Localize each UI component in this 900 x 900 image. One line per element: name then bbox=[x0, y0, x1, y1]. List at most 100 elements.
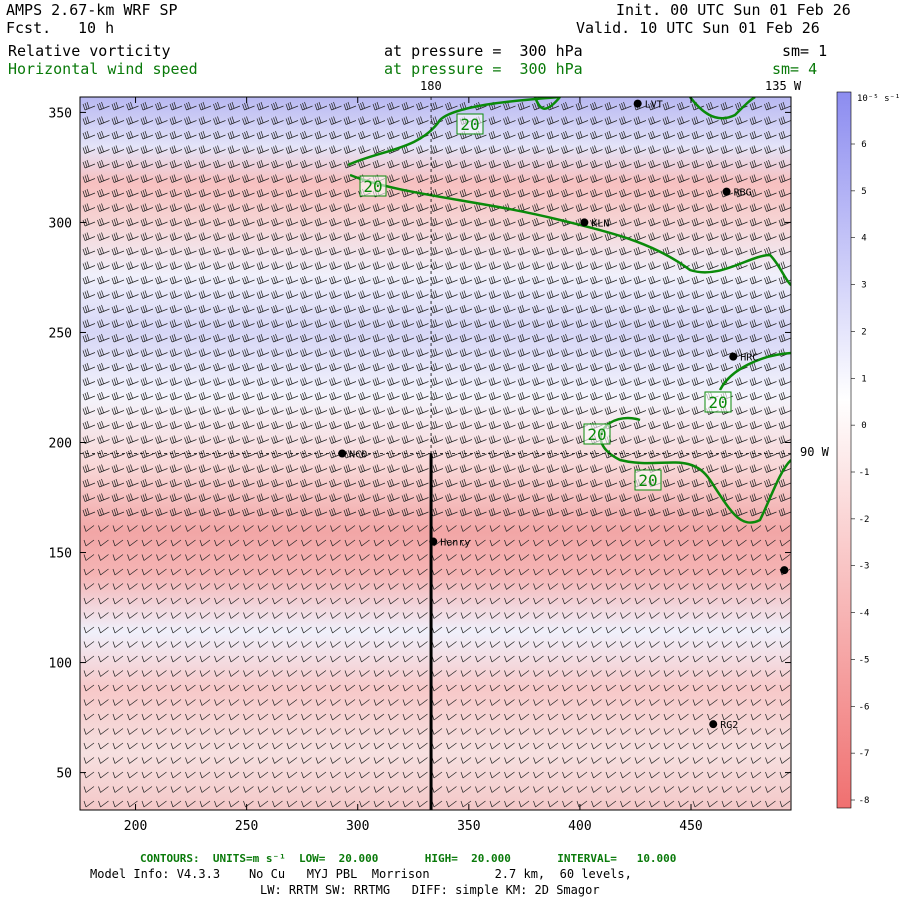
wind-barb bbox=[678, 742, 689, 750]
wind-barb bbox=[532, 159, 545, 169]
wind-barb bbox=[330, 525, 341, 532]
wind-barb bbox=[314, 116, 328, 125]
wind-barb bbox=[547, 655, 559, 663]
wind-barb bbox=[764, 188, 777, 198]
wind-barb bbox=[663, 583, 675, 590]
y-tick-label: 350 bbox=[49, 106, 72, 121]
wind-barb bbox=[140, 507, 154, 517]
wind-barb bbox=[460, 728, 472, 735]
wind-barb bbox=[517, 290, 531, 299]
model-title: AMPS 2.67-km WRF SP bbox=[6, 1, 178, 19]
wind-barb bbox=[83, 699, 95, 706]
wind-barb bbox=[256, 203, 270, 212]
wind-barb bbox=[533, 757, 544, 764]
wind-barb bbox=[242, 362, 255, 372]
wind-barb bbox=[750, 757, 762, 764]
wind-barb bbox=[446, 699, 457, 706]
wind-barb bbox=[504, 597, 515, 605]
wind-barb bbox=[649, 684, 660, 692]
wind-barb bbox=[285, 232, 299, 241]
wind-barb bbox=[300, 377, 313, 386]
wind-barb bbox=[445, 464, 458, 473]
wind-barb bbox=[488, 188, 502, 198]
wind-barb bbox=[765, 525, 776, 532]
wind-barb bbox=[83, 655, 95, 663]
wind-barb bbox=[561, 464, 574, 473]
wind-barb bbox=[98, 786, 109, 793]
wind-barb bbox=[344, 800, 356, 808]
wind-barb bbox=[489, 786, 501, 793]
wind-barb bbox=[504, 525, 515, 532]
wind-barb bbox=[213, 290, 226, 299]
wind-barb bbox=[184, 449, 197, 459]
wind-barb bbox=[503, 261, 516, 270]
wind-barb bbox=[243, 670, 254, 677]
wind-barb bbox=[678, 525, 689, 532]
wind-barb bbox=[692, 626, 704, 634]
contour-line bbox=[349, 173, 791, 286]
wind-barb bbox=[170, 539, 182, 547]
wind-barb bbox=[185, 597, 196, 605]
wind-barb bbox=[82, 478, 96, 488]
wind-barb bbox=[286, 713, 298, 721]
wind-barb bbox=[764, 319, 777, 328]
wind-barb bbox=[546, 449, 560, 459]
wind-barb bbox=[532, 420, 545, 430]
wind-barb bbox=[518, 786, 530, 793]
wind-barb bbox=[779, 597, 791, 605]
wind-barb bbox=[213, 232, 226, 241]
wind-barb bbox=[706, 362, 719, 372]
wind-barb bbox=[416, 391, 429, 401]
wind-barb bbox=[358, 348, 371, 357]
wind-barb bbox=[532, 507, 545, 517]
wind-barb bbox=[169, 261, 183, 270]
wind-barb bbox=[98, 800, 109, 808]
wind-barb bbox=[300, 101, 313, 111]
wind-barb bbox=[359, 583, 370, 590]
wind-barb bbox=[648, 377, 661, 386]
wind-barb bbox=[430, 406, 444, 415]
wind-barb bbox=[459, 493, 473, 502]
wind-barb bbox=[547, 684, 559, 692]
wind-barb bbox=[300, 290, 313, 299]
wind-barb bbox=[518, 525, 530, 532]
wind-barb bbox=[214, 713, 225, 721]
wind-barb bbox=[97, 116, 110, 125]
wind-barb bbox=[256, 145, 270, 154]
wind-barb bbox=[314, 275, 328, 285]
wind-barb bbox=[272, 525, 283, 532]
wind-barb bbox=[126, 130, 139, 140]
wind-barb bbox=[591, 554, 602, 561]
wind-barb bbox=[344, 742, 356, 750]
wind-barb bbox=[83, 713, 95, 721]
wind-barb bbox=[575, 420, 589, 430]
wind-barb bbox=[82, 362, 96, 372]
wind-barb bbox=[170, 655, 182, 663]
wind-barb bbox=[721, 786, 733, 793]
wind-barb bbox=[256, 507, 270, 517]
wind-barb bbox=[620, 655, 631, 663]
wind-barb bbox=[764, 377, 777, 386]
wind-barb bbox=[459, 275, 473, 285]
wind-barb bbox=[721, 525, 733, 532]
wind-barb bbox=[445, 159, 458, 169]
wind-barb bbox=[285, 333, 299, 343]
wind-barb bbox=[199, 626, 211, 634]
wind-barb bbox=[156, 655, 167, 663]
wind-barb bbox=[314, 464, 328, 473]
wind-barb bbox=[213, 116, 226, 125]
wind-barb bbox=[170, 525, 182, 532]
wind-barb bbox=[228, 597, 240, 605]
wind-barb bbox=[575, 478, 589, 488]
wind-barb bbox=[199, 641, 211, 648]
wind-barb bbox=[591, 699, 602, 706]
wind-barb bbox=[648, 319, 661, 328]
wind-barb bbox=[721, 655, 733, 663]
wind-barb bbox=[749, 116, 763, 125]
wind-barb bbox=[242, 290, 255, 299]
wind-barb bbox=[749, 391, 763, 401]
wind-barb bbox=[243, 583, 254, 590]
wind-barb bbox=[330, 597, 341, 605]
wind-barb bbox=[707, 641, 718, 648]
wind-barb bbox=[388, 757, 399, 764]
